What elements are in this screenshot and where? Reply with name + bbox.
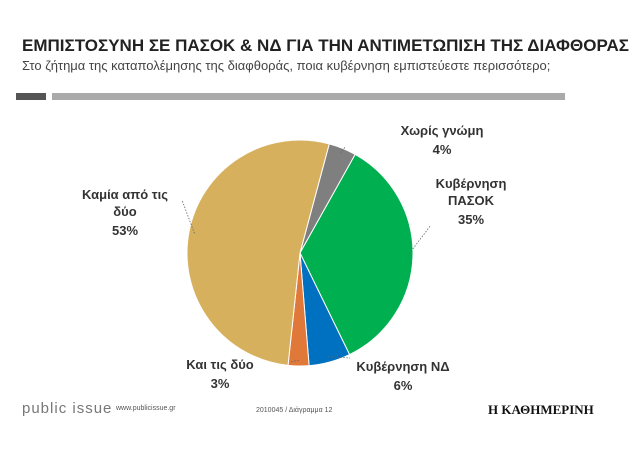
header-bar <box>52 93 565 100</box>
newspaper: Η ΚΑΘΗΜΕΡΙΝΗ <box>488 402 594 417</box>
chart-title: ΕΜΠΙΣΤΟΣΥΝΗ ΣΕ ΠΑΣΟΚ & ΝΔ ΓΙΑ ΤΗΝ ΑΝΤΙΜΕ… <box>22 36 629 55</box>
pie-slice <box>299 153 414 356</box>
value-label: 6% <box>393 378 413 393</box>
header-bar <box>16 93 46 100</box>
category-label: Κυβέρνηση ΝΔ <box>356 359 450 374</box>
slice-label: Καμία από τις δύο 53% <box>70 186 180 239</box>
brand: public issue <box>22 400 113 417</box>
leader-line <box>406 224 432 257</box>
slice-label: Και τις δύο 3% <box>180 356 260 392</box>
pie-slice <box>186 139 330 366</box>
category-label: Και τις δύο <box>186 357 254 372</box>
value-label: 35% <box>457 212 485 227</box>
value-label: 4% <box>432 142 452 157</box>
value-label: 3% <box>210 376 230 391</box>
slice-label: Χωρίς γνώμη 4% <box>392 122 492 158</box>
slice-label: Κυβέρνηση ΝΔ 6% <box>348 358 458 394</box>
leader-line <box>340 146 346 154</box>
chart-subtitle: Στο ζήτημα της καταπολέμησης της διαφθορ… <box>22 58 551 73</box>
leader-line <box>328 356 351 359</box>
category-label: Καμία από τις δύο <box>82 187 168 219</box>
slice-label: Κυβέρνηση ΠΑΣΟΚ 35% <box>426 175 516 228</box>
category-label: Κυβέρνηση ΠΑΣΟΚ <box>435 176 507 208</box>
url: www.publicissue.gr <box>116 405 176 412</box>
chart-code: 2010045 / Διάγραμμα 12 <box>256 407 333 414</box>
leader-line <box>289 359 299 363</box>
value-label: 53% <box>111 223 139 238</box>
category-label: Χωρίς γνώμη <box>400 123 484 138</box>
